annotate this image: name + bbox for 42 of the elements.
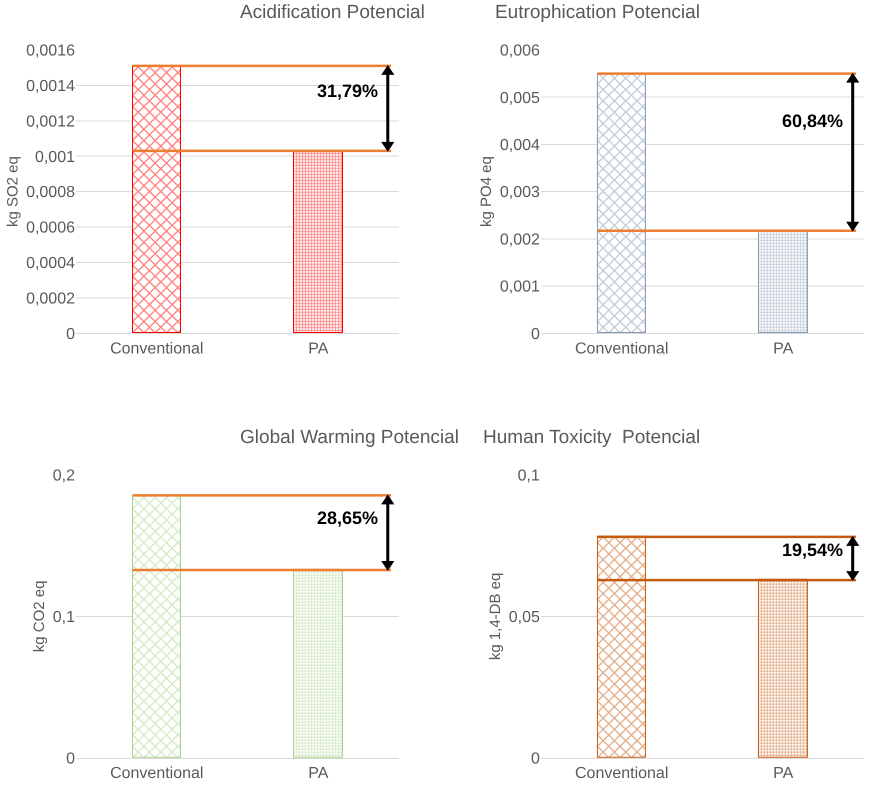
chart-title: Global Warming Potencial — [240, 427, 459, 448]
y-tick-label: 0,001 — [34, 148, 76, 166]
y-tick-label: 0 — [531, 326, 540, 343]
y-tick-label: 0,0012 — [26, 113, 76, 130]
x-tick-label: PA — [308, 340, 329, 358]
y-tick-label: 0,0006 — [26, 220, 76, 237]
y-tick-label: 0,0008 — [26, 184, 76, 202]
y-axis-title: kg SO2 eq — [4, 156, 22, 228]
y-tick-label: 0,1 — [518, 467, 540, 484]
annotation: 60,84% — [782, 111, 844, 131]
y-tick-label: 0,1 — [52, 609, 76, 626]
y-tick-label: 0,005 — [500, 90, 540, 107]
y-tick-label: 0,0004 — [26, 255, 76, 272]
x-tick-label: PA — [308, 765, 329, 782]
chart-title: Acidification Potencial — [240, 2, 425, 23]
y-tick-label: 0,002 — [500, 231, 540, 248]
y-tick-label: 0,001 — [500, 278, 540, 296]
y-tick-label: 0,006 — [500, 42, 540, 60]
y-tick-label: 0,003 — [500, 184, 540, 202]
chart-title: Eutrophication Potencial — [495, 2, 700, 23]
annotation: 19,54% — [782, 540, 844, 560]
annotation: 31,79% — [317, 81, 378, 101]
y-tick-label: 0 — [66, 326, 76, 343]
y-tick-label: 0 — [531, 750, 540, 768]
x-tick-label: Conventional — [110, 765, 204, 782]
chart-title: Human Toxicity Potencial — [483, 427, 700, 448]
x-tick-label: Conventional — [574, 340, 668, 358]
annotation: 28,65% — [317, 508, 378, 528]
y-tick-label: 0,0014 — [26, 78, 76, 95]
y-tick-label: 0,2 — [52, 467, 76, 484]
x-tick-label: Conventional — [110, 340, 204, 358]
y-tick-label: 0,004 — [500, 137, 540, 154]
y-axis-title: kg 1,4-DB eq — [487, 572, 504, 660]
x-tick-label: PA — [773, 765, 794, 782]
y-axis-title: kg PO4 eq — [478, 156, 496, 228]
x-tick-label: PA — [773, 340, 794, 358]
y-tick-label: 0,0016 — [26, 42, 76, 60]
y-tick-label: 0,0002 — [26, 290, 76, 308]
y-axis-title: kg CO2 eq — [31, 580, 48, 652]
y-tick-label: 0 — [66, 750, 76, 768]
y-tick-label: 0,05 — [508, 609, 540, 626]
x-tick-label: Conventional — [574, 765, 668, 782]
